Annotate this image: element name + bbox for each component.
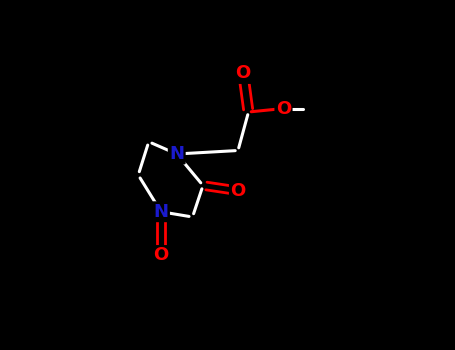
Text: O: O <box>230 182 246 200</box>
Text: O: O <box>153 246 169 265</box>
Text: O: O <box>236 64 251 83</box>
Text: O: O <box>276 99 291 118</box>
Text: N: N <box>153 203 168 221</box>
Text: N: N <box>169 145 184 163</box>
